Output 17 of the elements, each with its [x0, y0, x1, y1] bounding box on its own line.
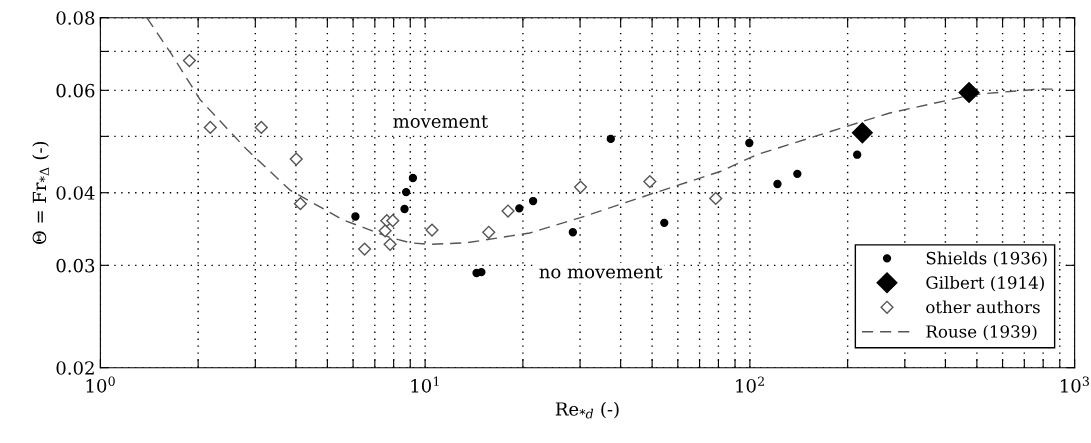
y-tick-label: 0.02	[56, 361, 94, 375]
annotation: movement	[393, 115, 489, 128]
x-tick-label: 10$^{3}$	[1060, 376, 1089, 393]
y-tick-label: 0.04	[56, 186, 95, 200]
legend-label: other authors	[926, 300, 1040, 314]
y-axis-title: Θ = Fr$_{*Δ}$ (-)	[32, 141, 49, 245]
legend-label: Rouse (1939)	[926, 324, 1037, 341]
y-tick-label: 0.08	[56, 11, 95, 25]
legend-label: Shields (1936)	[926, 251, 1047, 267]
legend-label: Gilbert (1914)	[926, 275, 1044, 292]
x-tick-label: 10$^{0}$	[86, 376, 115, 393]
x-tick-label: 10$^{1}$	[411, 376, 439, 393]
y-tick-label: 0.03	[56, 258, 95, 273]
y-tick-label: 0.06	[56, 83, 95, 98]
x-axis-title: Re$_{*d}$ (-)	[555, 401, 619, 419]
x-tick-label: 10$^{2}$	[736, 376, 764, 393]
annotation: no movement	[539, 265, 663, 279]
